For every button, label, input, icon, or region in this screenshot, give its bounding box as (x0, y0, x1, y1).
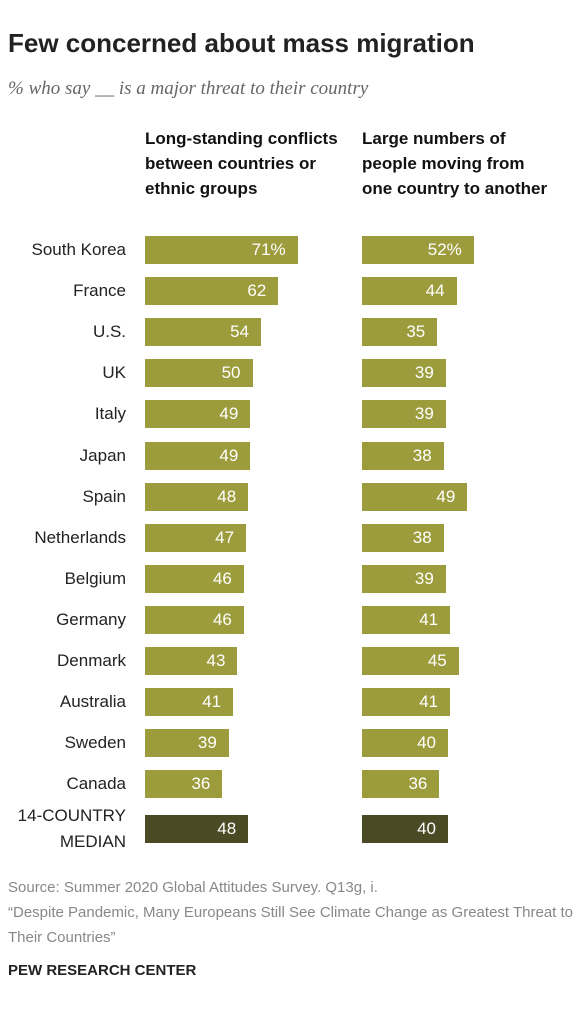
value-label: 39 (414, 363, 434, 383)
bar (362, 688, 451, 717)
bar (145, 564, 244, 593)
value-label: 39 (414, 404, 434, 424)
value-label: 45 (427, 651, 447, 670)
value-label: 52% (427, 240, 462, 259)
bar (145, 318, 262, 347)
bar (145, 770, 223, 799)
value-label: 46 (212, 568, 232, 588)
value-label: 41 (419, 692, 439, 712)
category-label: U.S. (92, 322, 126, 342)
category-label: Japan (79, 445, 126, 465)
value-label: 46 (212, 609, 232, 629)
footer: PEW RESEARCH CENTER (8, 962, 197, 979)
category-label: Italy (94, 404, 126, 424)
value-label: 40 (417, 733, 436, 753)
value-label: 49 (219, 404, 239, 424)
category-label: Denmark (57, 651, 126, 670)
bar (145, 729, 229, 758)
bar (145, 400, 251, 429)
bar (362, 236, 474, 264)
bar (145, 688, 234, 717)
bar (362, 523, 444, 552)
value-label: 41 (202, 692, 222, 712)
bar (362, 400, 446, 429)
bar (362, 729, 448, 758)
value-label: 36 (408, 774, 428, 794)
chart-subtitle: % who say __ is a major threat to their … (8, 78, 369, 99)
category-label: Sweden (64, 733, 126, 753)
series-header: Large numbers of people moving from one … (362, 129, 548, 198)
bar (362, 770, 440, 799)
category-label: Netherlands (34, 527, 126, 547)
bar (362, 605, 451, 634)
value-label: 35 (406, 322, 426, 342)
source: Source: Summer 2020 Global Attitudes Sur… (8, 879, 378, 896)
value-label: 41 (419, 609, 439, 629)
category-label: Canada (66, 774, 126, 794)
value-label: 49 (219, 445, 239, 465)
value-label: 40 (417, 819, 436, 839)
bar (362, 647, 459, 675)
value-label: 38 (412, 527, 432, 547)
bar (145, 605, 244, 634)
category-label: Belgium (64, 568, 126, 588)
value-label: 48 (217, 819, 237, 839)
bar (145, 441, 251, 470)
bar (145, 277, 279, 306)
bar (362, 441, 444, 470)
category-label: UK (102, 363, 126, 383)
value-label: 62 (247, 281, 267, 301)
value-label: 36 (191, 774, 211, 794)
bar (362, 482, 468, 511)
value-label: 71% (251, 240, 286, 259)
value-label: 54 (230, 322, 250, 342)
series-header: Long-standing conflicts between countrie… (145, 129, 338, 198)
value-label: 39 (414, 568, 434, 588)
category-label: Germany (56, 609, 126, 629)
bar (362, 564, 446, 593)
category-label: South Korea (31, 240, 126, 259)
value-label: 50 (221, 363, 241, 383)
chart-title: Few concerned about mass migration (8, 28, 475, 58)
bar (145, 482, 249, 511)
bar (362, 815, 448, 844)
note: “Despite Pandemic, Many Europeans Still … (8, 904, 574, 946)
value-label: 44 (425, 281, 445, 301)
value-label: 49 (436, 486, 456, 506)
bar (362, 277, 457, 306)
category-label: 14-COUNTRY MEDIAN (17, 806, 126, 852)
bar (362, 318, 438, 347)
bar (145, 815, 249, 844)
bar (362, 359, 446, 388)
value-label: 38 (412, 445, 432, 465)
bar (145, 647, 238, 675)
bar (145, 523, 247, 552)
bar (145, 236, 298, 264)
category-label: France (73, 281, 126, 301)
value-label: 43 (206, 651, 226, 670)
value-label: 47 (215, 527, 235, 547)
category-label: Australia (59, 692, 126, 712)
value-label: 39 (197, 733, 217, 753)
bar (145, 359, 253, 388)
value-label: 48 (217, 486, 237, 506)
category-label: Spain (82, 486, 126, 506)
